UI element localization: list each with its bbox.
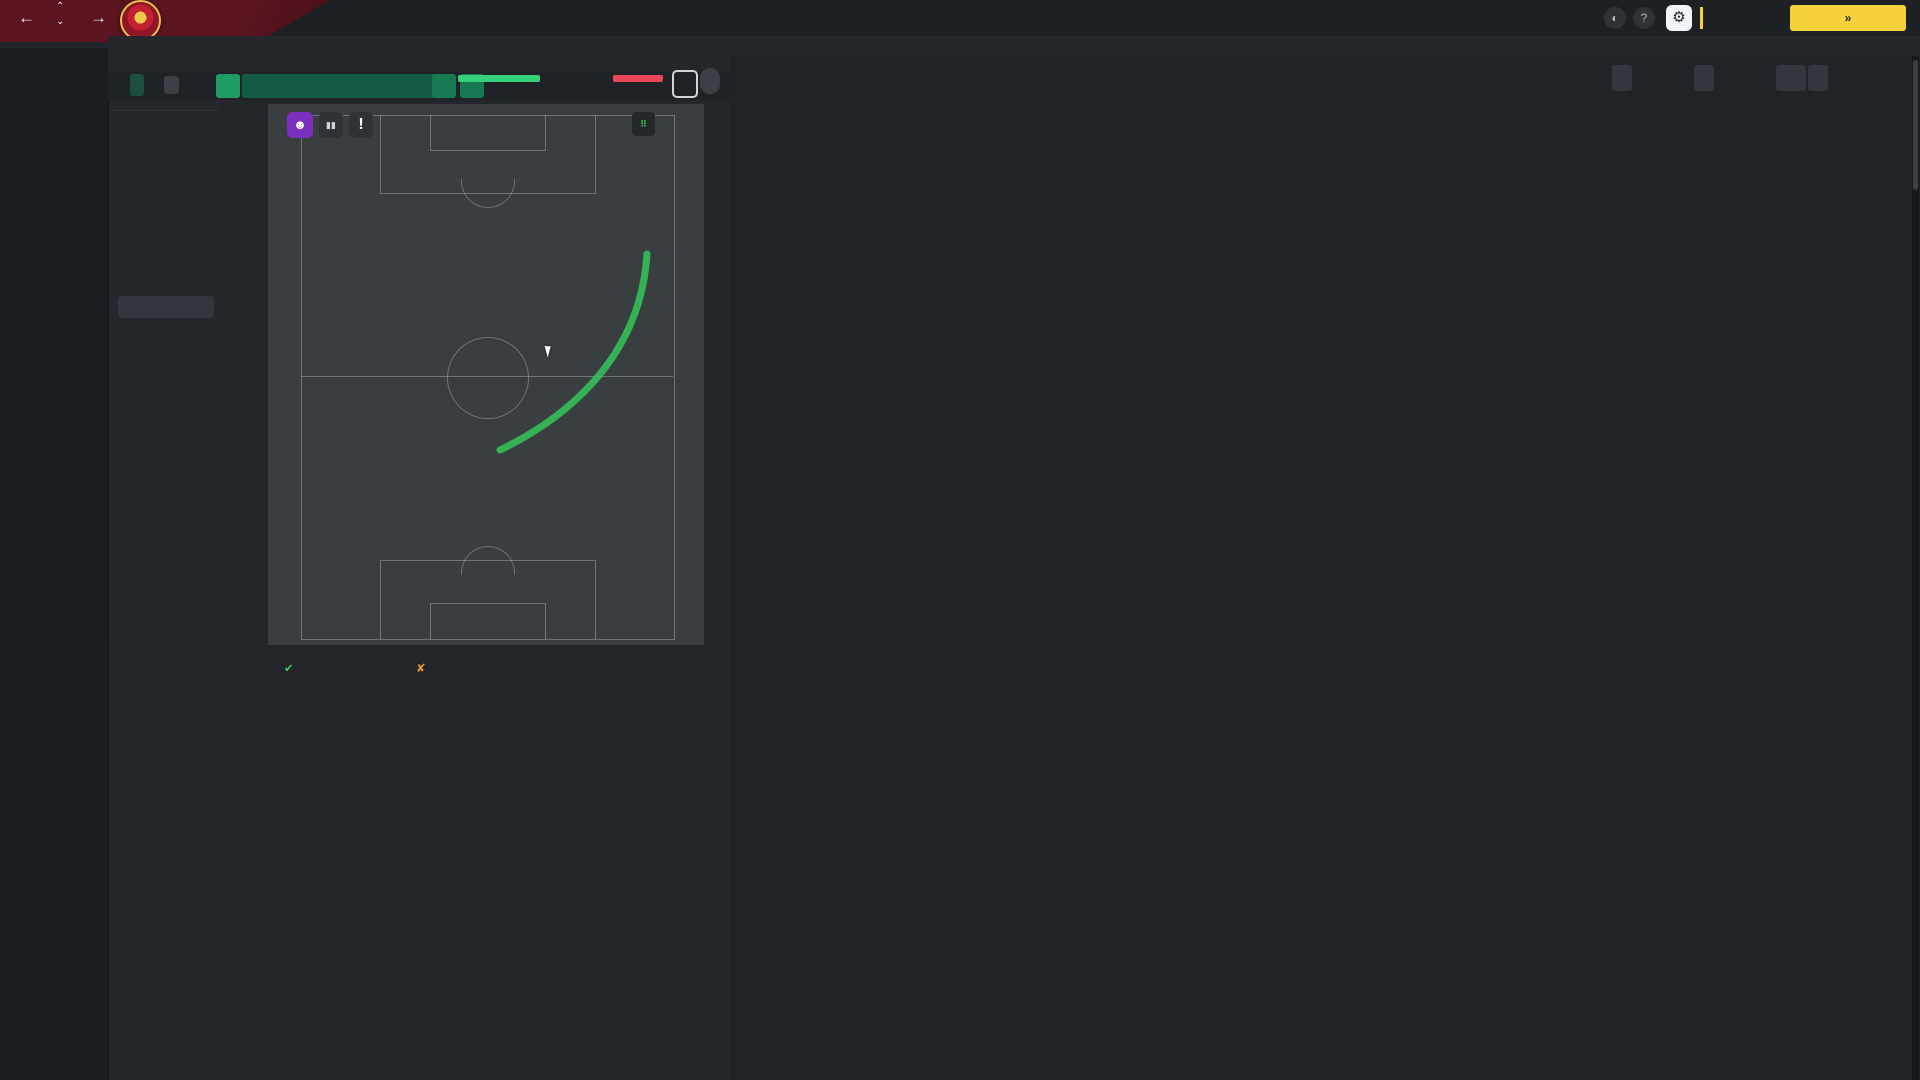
negatives-title: ✘ [416,663,426,675]
collapse-button[interactable] [130,74,144,96]
chevron-down-icon[interactable]: ⌄ [56,16,65,27]
continue-button[interactable]: » [1790,5,1906,31]
filter-button[interactable] [1808,65,1828,91]
quick-pick-button[interactable] [1694,65,1714,91]
positives-title: ✔ [284,663,294,675]
familiarity-bar [458,75,540,82]
intensity-bar [613,75,663,82]
player-faces-toggle[interactable]: ☻ [287,112,313,138]
quick-pick-caret[interactable] [1776,65,1806,91]
chevron-up-icon[interactable]: ⌃ [56,1,65,12]
club-crest[interactable] [120,0,161,41]
swap-icon[interactable] [672,70,698,98]
tactic-slot-1[interactable] [216,74,240,98]
alerts-icon[interactable]: ! [349,112,373,138]
back-icon[interactable]: ← [18,8,35,27]
date-accent [1700,7,1703,29]
table-header [730,100,1920,116]
formation-selector[interactable] [242,74,444,98]
pitch-outline [301,115,675,640]
help-icon[interactable]: ? [1633,7,1655,29]
tactic-style-panel [110,100,222,645]
bar-chart-icon[interactable]: ▮▮ [319,112,343,138]
tactic-pitch: ☻ ▮▮ ! ⠿ [268,104,704,645]
squad-table [730,56,1920,1080]
suggestion-button[interactable] [1612,65,1632,91]
analysis-arrow [496,250,651,454]
select-info-button[interactable] [700,68,720,94]
globe-icon[interactable]: ◐ [1604,7,1626,29]
recent-match-analysis: ✔ ✘ [280,643,700,1080]
alert-icon [164,76,179,94]
tactic-slot-2[interactable] [432,74,456,98]
scrollbar[interactable] [1912,56,1919,1080]
forward-icon[interactable]: → [90,8,107,27]
sidebar [0,48,109,1080]
analysis-button[interactable]: ⠿ [632,112,656,136]
mentality-button[interactable] [118,296,214,318]
top-bar: ← ⌃ ⌄ → ◐ ? ⚙ » [0,0,1920,42]
gear-icon[interactable]: ⚙ [1666,5,1692,31]
